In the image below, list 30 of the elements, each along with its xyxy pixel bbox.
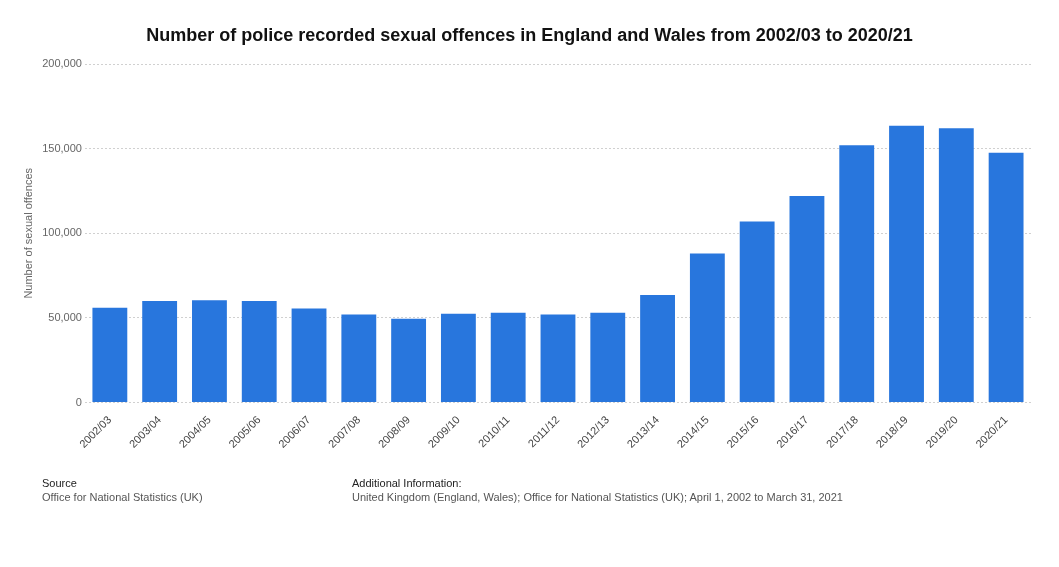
bar xyxy=(640,295,675,403)
text: Office for National Statistics (UK) xyxy=(42,490,204,504)
y-tick-label: 150,000 xyxy=(42,141,82,154)
y-tick-label: 200,000 xyxy=(42,57,82,70)
bar xyxy=(739,221,775,403)
bar xyxy=(938,128,974,403)
bar xyxy=(490,312,526,403)
bar xyxy=(988,152,1024,403)
text: Source xyxy=(42,476,78,490)
bar xyxy=(92,307,128,403)
bar xyxy=(889,125,924,403)
y-tick-label: 100,000 xyxy=(42,226,82,239)
bar xyxy=(440,313,476,403)
y-tick-label: 0 xyxy=(75,395,82,408)
bar xyxy=(192,300,227,403)
bar xyxy=(291,308,327,403)
bar xyxy=(789,196,825,403)
bar xyxy=(142,300,178,403)
bar xyxy=(391,318,427,403)
bar xyxy=(590,312,626,403)
y-tick-label: 50,000 xyxy=(48,310,82,323)
bar xyxy=(241,300,277,403)
text: Additional Information: xyxy=(352,476,463,490)
bar xyxy=(839,145,875,403)
y-axis-title: Number of sexual offences xyxy=(21,167,34,299)
bar xyxy=(689,253,725,403)
bar xyxy=(540,314,576,403)
bar xyxy=(341,314,377,403)
chart-title: Number of police recorded sexual offences in England and Wales from 2002/03 to 2020/21 xyxy=(145,24,914,47)
text: United Kingdom (England, Wales); Office for National Statistics (UK); April 1, 2002 to March 31, 2021 xyxy=(352,490,843,504)
